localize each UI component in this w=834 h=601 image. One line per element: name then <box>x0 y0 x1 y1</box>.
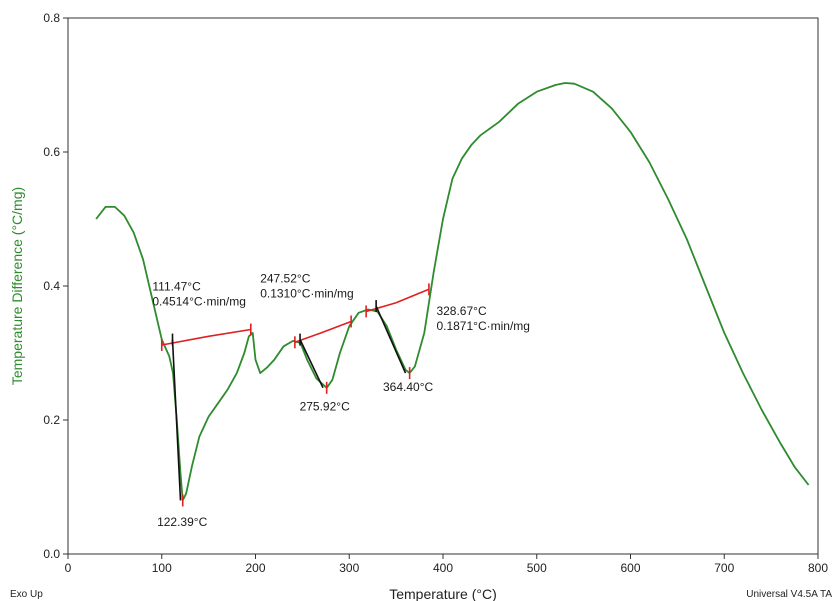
x-tick-label-2: 200 <box>245 561 265 575</box>
annotation-2: 328.67°C 0.1871°C·min/mg <box>436 304 530 333</box>
marker-group <box>160 283 430 507</box>
footer-right: Universal V4.5A TA <box>746 589 832 600</box>
x-tick-label-8: 800 <box>808 561 828 575</box>
x-tick-label-7: 700 <box>714 561 734 575</box>
x-tick-label-4: 400 <box>433 561 453 575</box>
annotation-1-line-1: 0.1310°C·min/mg <box>260 287 354 301</box>
x-tick-label-1: 100 <box>152 561 172 575</box>
x-tick-label-0: 0 <box>65 561 72 575</box>
annotation-3: 122.39°C <box>157 515 208 529</box>
annotation-2-line-0: 328.67°C <box>436 304 487 318</box>
annotation-5: 364.40°C <box>383 380 434 394</box>
annotation-3-line-0: 122.39°C <box>157 515 208 529</box>
x-tick-label-6: 600 <box>620 561 640 575</box>
x-tick-label-5: 500 <box>527 561 547 575</box>
y-tick-label-4: 0.8 <box>43 11 60 25</box>
annotation-2-line-1: 0.1871°C·min/mg <box>436 319 530 333</box>
series-line-0 <box>95 82 810 502</box>
series-group <box>95 82 810 502</box>
annotation-1: 247.52°C 0.1310°C·min/mg <box>260 272 354 301</box>
baseline-0 <box>161 328 251 346</box>
tangent-line-1 <box>299 339 324 389</box>
annotation-0-line-1: 0.4514°C·min/mg <box>152 295 246 309</box>
annotation-5-line-0: 364.40°C <box>383 380 434 394</box>
footer-left: Exo Up <box>10 589 43 600</box>
annotation-group: 111.47°C 0.4514°C·min/mg 247.52°C 0.1310°C·… <box>152 272 530 529</box>
annotation-1-line-0: 247.52°C <box>260 272 311 286</box>
annotation-0-line-0: 111.47°C <box>152 280 201 294</box>
y-tick-label-3: 0.6 <box>43 145 60 159</box>
y-axis-title: Temperature Difference (°C/mg) <box>9 187 25 385</box>
baseline-1 <box>294 320 352 344</box>
x-axis-title: Temperature (°C) <box>389 586 497 601</box>
tangent-line-0 <box>171 339 182 501</box>
y-tick-label-0: 0.0 <box>43 547 60 561</box>
annotation-0: 111.47°C 0.4514°C·min/mg <box>152 280 246 309</box>
axis-ticks: 0 100 200 300 400 500 600 700 800 0.0 0.2 0.4 0.6 0.8 <box>43 11 828 575</box>
y-tick-label-1: 0.2 <box>43 413 60 427</box>
annotation-4: 275.92°C <box>300 400 351 414</box>
annotation-4-line-0: 275.92°C <box>300 400 351 414</box>
y-tick-label-2: 0.4 <box>43 279 60 293</box>
tangent-line-2 <box>375 305 407 374</box>
x-tick-label-3: 300 <box>339 561 359 575</box>
